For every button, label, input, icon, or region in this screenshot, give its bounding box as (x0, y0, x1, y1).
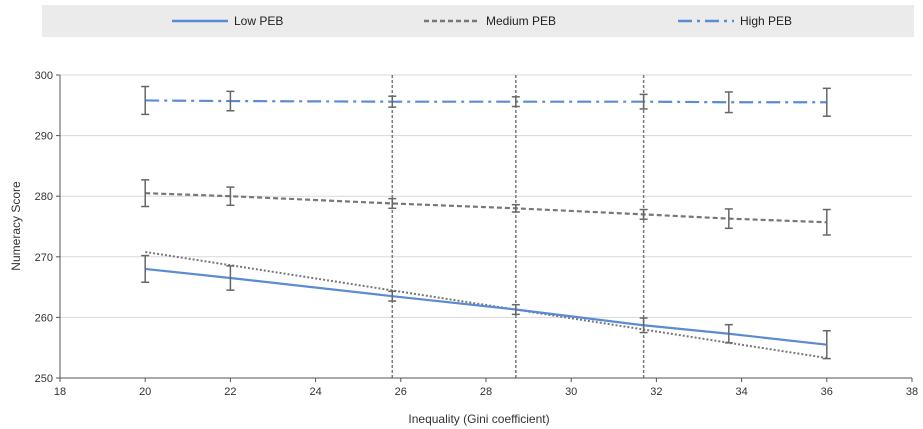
error-bar-1-4 (639, 208, 648, 220)
legend-label-medium-peb: Medium PEB (486, 14, 557, 28)
error-bar-0-4 (639, 317, 648, 334)
error-bar-0-1 (226, 265, 235, 291)
x-tick-label-28: 28 (480, 386, 492, 398)
y-tick-label-270: 270 (35, 252, 53, 264)
legend-swatch-solid (172, 19, 228, 23)
error-bar-0-3 (511, 303, 520, 316)
error-bar-2-4 (639, 93, 648, 110)
y-tick-label-250: 250 (35, 373, 53, 385)
error-bar-0-2 (388, 290, 397, 302)
y-tick-label-280: 280 (35, 191, 53, 203)
error-bar-1-0 (141, 179, 150, 208)
x-tick-label-32: 32 (650, 386, 662, 398)
legend-swatch-dashdot (678, 19, 734, 23)
x-tick-label-30: 30 (565, 386, 577, 398)
fitted-line (145, 250, 827, 359)
x-tick-label-22: 22 (224, 386, 236, 398)
y-tick-label-290: 290 (35, 131, 53, 143)
x-tick-label-26: 26 (395, 386, 407, 398)
y-tick-label-260: 260 (35, 312, 53, 324)
error-bar-0-6 (822, 329, 831, 360)
error-bar-1-5 (724, 208, 733, 230)
plot-background (60, 75, 912, 378)
x-tick-label-18: 18 (54, 386, 66, 398)
error-bar-2-3 (511, 96, 520, 108)
error-bar-2-5 (724, 91, 733, 114)
error-bar-2-6 (822, 87, 831, 117)
error-bar-2-2 (388, 95, 397, 108)
x-tick-label-36: 36 (821, 386, 833, 398)
x-tick-label-20: 20 (139, 386, 151, 398)
error-bar-1-3 (511, 203, 520, 213)
x-tick-label-38: 38 (906, 386, 918, 398)
x-tick-label-34: 34 (735, 386, 747, 398)
legend-item-medium-peb: Medium PEB (424, 5, 556, 37)
y-tick-label-300: 300 (35, 70, 53, 82)
error-bar-2-1 (226, 90, 235, 112)
error-bar-1-6 (822, 208, 831, 236)
legend-label-low-peb: Low PEB (234, 14, 284, 28)
legend-swatch-dashed (424, 19, 480, 23)
axes: 250 260 270 280 290 300 18 20 22 24 26 28 30 32 34 36 38 (35, 70, 918, 398)
series-layer (141, 85, 831, 360)
error-bar-0-5 (724, 323, 733, 344)
legend-item-high-peb: High PEB (678, 5, 792, 37)
error-bar-2-0 (141, 85, 150, 116)
plot-area (60, 75, 912, 378)
legend-label-high-peb: High PEB (740, 14, 793, 28)
x-axis-title: Inequality (Gini coefficient) (408, 412, 549, 426)
error-bar-1-2 (388, 197, 397, 210)
error-bar-1-1 (226, 186, 235, 207)
x-tick-label-24: 24 (309, 386, 321, 398)
legend-item-low-peb: Low PEB (172, 5, 283, 37)
error-bar-0-0 (141, 254, 150, 284)
y-axis-title: Numeracy Score (9, 181, 23, 271)
legend: Low PEB Medium PEB High PEB (42, 5, 914, 37)
